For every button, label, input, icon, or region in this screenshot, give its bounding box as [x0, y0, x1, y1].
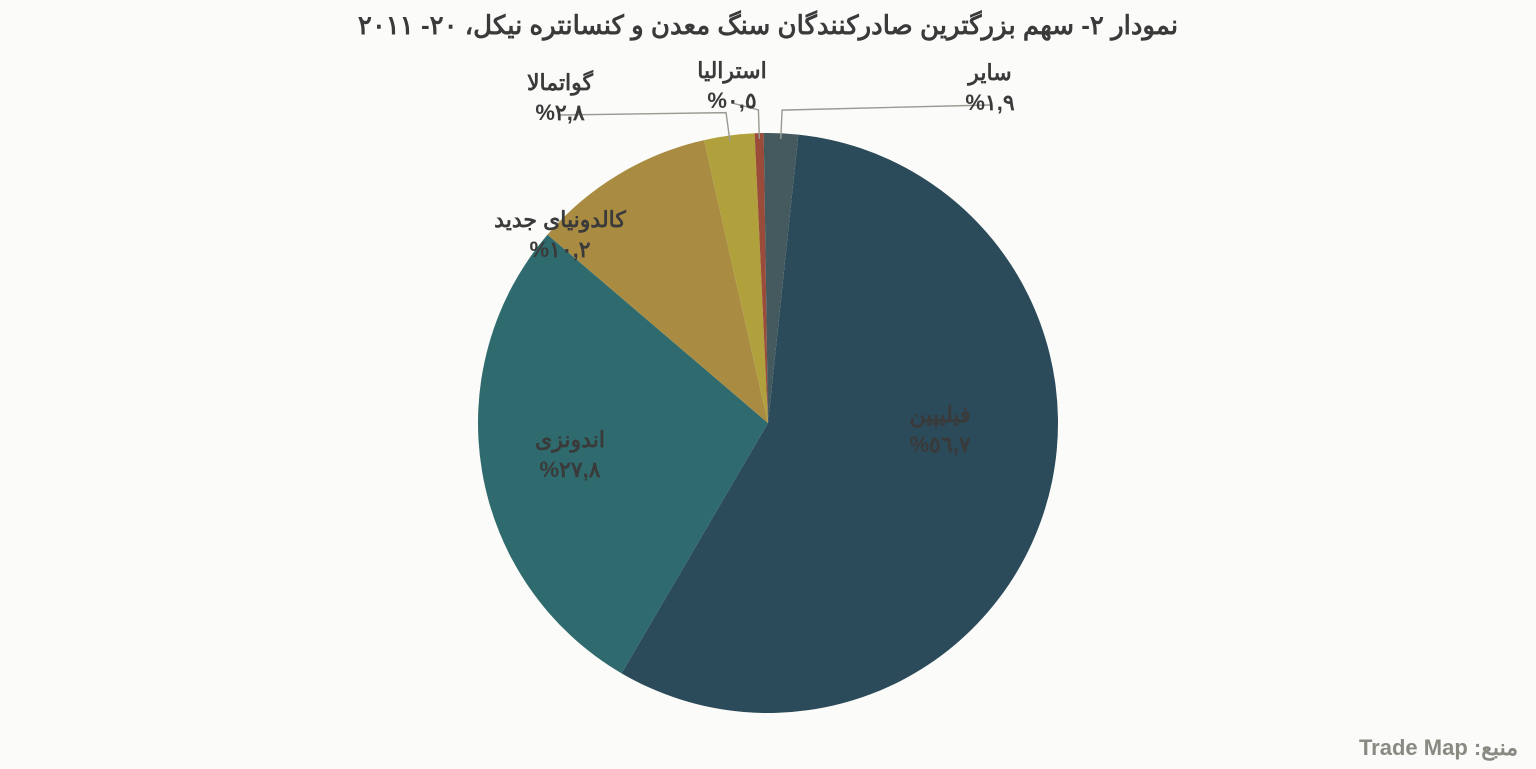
- slice-label-value: ٢,٨%: [480, 98, 640, 128]
- slice-label-name: اندونزی: [490, 425, 650, 455]
- slice-label-name: گواتمالا: [480, 68, 640, 98]
- slice-label: گواتمالا٢,٨%: [480, 68, 640, 127]
- slice-label: فیلیپین٥٦,٧%: [860, 400, 1020, 459]
- slice-label-name: کالدونیای جدید: [480, 205, 640, 235]
- slice-label: کالدونیای جدید١٠,٢%: [480, 205, 640, 264]
- slice-label-value: ٠,٥%: [652, 86, 812, 116]
- slice-label-name: سایر: [910, 58, 1070, 88]
- slice-label-value: ٢٧,٨%: [490, 455, 650, 485]
- slice-label: اندونزی٢٧,٨%: [490, 425, 650, 484]
- chart-container: نمودار ۲- سهم بزرگترین صادرکنندگان سنگ م…: [0, 0, 1536, 769]
- chart-title: نمودار ۲- سهم بزرگترین صادرکنندگان سنگ م…: [0, 10, 1536, 41]
- source-prefix: منبع:: [1474, 735, 1518, 760]
- source-text: Trade Map: [1359, 735, 1468, 760]
- slice-label: سایر١,٩%: [910, 58, 1070, 117]
- slice-label-name: فیلیپین: [860, 400, 1020, 430]
- slice-label-name: استرالیا: [652, 56, 812, 86]
- slice-label-value: ١,٩%: [910, 88, 1070, 118]
- slice-label: استرالیا٠,٥%: [652, 56, 812, 115]
- source-line: منبع: Trade Map: [1359, 735, 1518, 761]
- slice-label-value: ١٠,٢%: [480, 235, 640, 265]
- slice-label-value: ٥٦,٧%: [860, 430, 1020, 460]
